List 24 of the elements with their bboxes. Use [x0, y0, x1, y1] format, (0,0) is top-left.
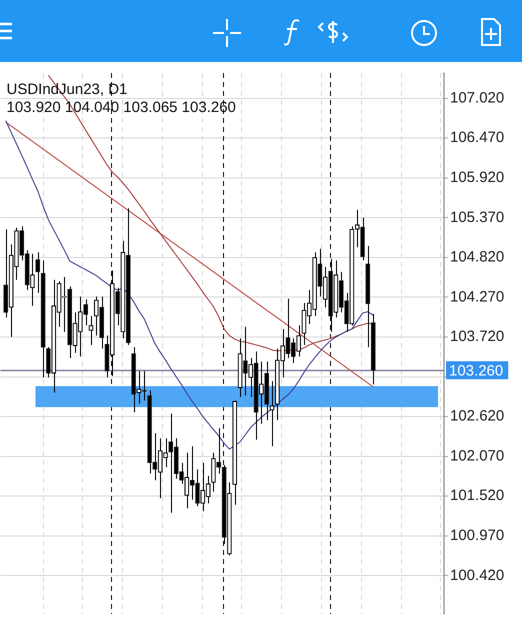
ref-line-label: 103.260: [449, 362, 504, 380]
y-tick-label: 100.970: [450, 527, 504, 544]
y-tick-label: 106.470: [450, 129, 504, 146]
y-tick-label: 105.370: [450, 208, 504, 226]
candlestick: [88, 316, 94, 346]
y-tick-label: 101.520: [450, 487, 504, 504]
y-tick-label: 105.920: [450, 169, 504, 186]
y-tick-label: 102.620: [450, 408, 504, 425]
candlestick: [296, 324, 301, 358]
candlestick: [30, 253, 35, 306]
candlestick: [259, 361, 264, 424]
candlestick: [211, 452, 216, 492]
candlestick: [184, 452, 190, 509]
candlestick: [322, 266, 328, 308]
candlestick: [94, 296, 99, 336]
y-tick-label: 103.720: [450, 328, 504, 346]
y-tick-label: 104.820: [450, 248, 504, 266]
y-tick-label: 107.020: [450, 89, 504, 106]
y-tick-label: 104.270: [450, 288, 504, 306]
candlestick: [270, 380, 274, 447]
candlestick: [136, 370, 142, 404]
y-tick-label: 102.070: [450, 447, 504, 464]
candlestick: [35, 252, 40, 294]
y-tick-label: 100.420: [450, 566, 504, 584]
